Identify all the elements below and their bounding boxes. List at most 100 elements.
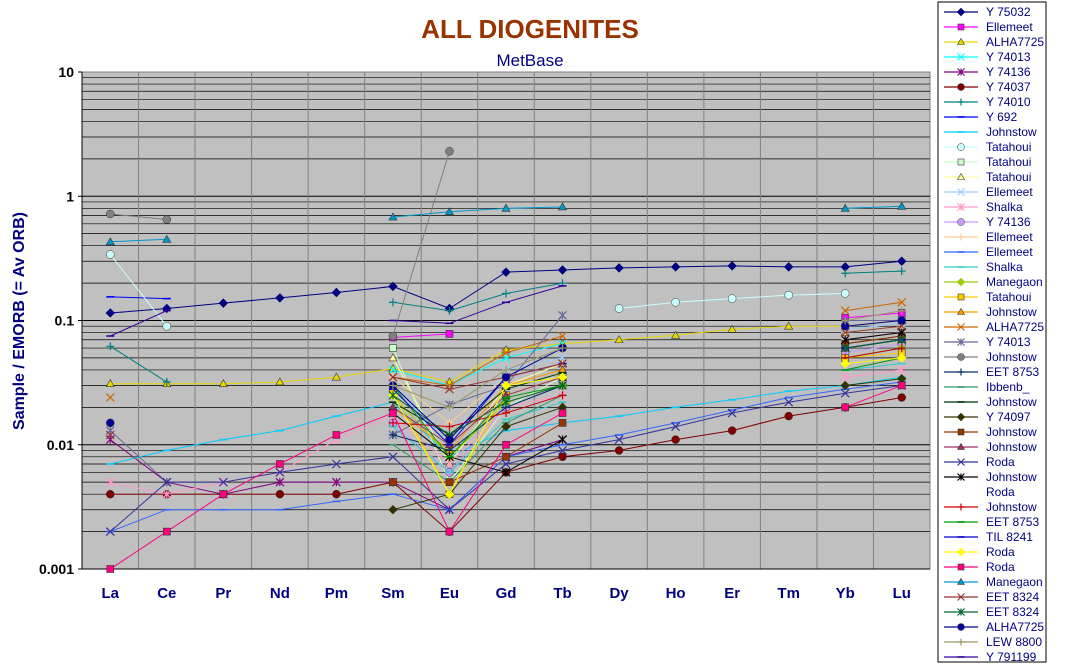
data-point bbox=[388, 452, 398, 462]
legend-label: EET 8753 bbox=[986, 365, 1039, 379]
legend-label: Y 74136 bbox=[986, 65, 1031, 79]
series-line bbox=[392, 282, 563, 312]
data-point bbox=[840, 380, 850, 391]
series-line bbox=[845, 385, 902, 408]
series-line bbox=[392, 315, 563, 436]
series-line bbox=[392, 406, 563, 511]
legend-marker bbox=[957, 368, 965, 376]
data-point bbox=[502, 452, 510, 461]
legend-label: Ellemeet bbox=[986, 230, 1033, 244]
legend-label: Johnstow bbox=[986, 425, 1037, 439]
data-point bbox=[331, 459, 341, 469]
data-point bbox=[897, 297, 907, 307]
data-point bbox=[897, 267, 906, 276]
legend-label: Tatahoui bbox=[986, 140, 1031, 154]
series-43 bbox=[106, 285, 567, 337]
legend-label: Y 74013 bbox=[986, 50, 1031, 64]
data-point bbox=[501, 459, 511, 469]
series-line bbox=[845, 352, 902, 359]
data-point bbox=[105, 477, 115, 487]
series-line bbox=[845, 205, 902, 209]
data-point bbox=[275, 489, 285, 499]
series-line bbox=[845, 325, 902, 333]
legend-item: Shalka bbox=[944, 260, 1023, 274]
series-24 bbox=[106, 147, 454, 341]
series-line bbox=[392, 385, 563, 436]
series-line bbox=[392, 394, 563, 483]
data-point bbox=[275, 477, 285, 487]
data-point bbox=[163, 527, 171, 536]
data-point bbox=[445, 147, 454, 156]
data-point bbox=[331, 287, 342, 298]
data-point bbox=[671, 435, 680, 444]
series-42 bbox=[388, 306, 906, 412]
legend-label: Johnstow bbox=[986, 500, 1037, 514]
series-line bbox=[392, 369, 563, 452]
data-point bbox=[897, 381, 906, 390]
legend-item: Ellemeet bbox=[944, 245, 1033, 259]
legend-label: Tatahoui bbox=[986, 290, 1031, 304]
data-point bbox=[727, 294, 737, 303]
data-point bbox=[275, 467, 285, 477]
data-point bbox=[897, 393, 906, 402]
series-line bbox=[845, 343, 902, 354]
x-tick-label: La bbox=[102, 585, 120, 602]
y-tick-label: 10 bbox=[58, 64, 74, 80]
legend-label: Johnstow bbox=[986, 305, 1037, 319]
legend-label: Y 75032 bbox=[986, 5, 1031, 19]
legend-item: EET 8753 bbox=[944, 515, 1039, 529]
data-point bbox=[389, 344, 397, 352]
data-point bbox=[106, 342, 115, 351]
x-tick-label: Gd bbox=[496, 585, 517, 602]
legend-label: Johnstow bbox=[986, 395, 1037, 409]
data-point bbox=[727, 408, 737, 418]
data-point bbox=[897, 335, 907, 345]
legend-marker bbox=[957, 233, 965, 241]
legend-label: Johnstow bbox=[986, 470, 1037, 484]
legend-label: Roda bbox=[986, 455, 1015, 469]
series-line bbox=[845, 363, 902, 371]
x-tick-label: Tb bbox=[553, 585, 571, 602]
series-line bbox=[845, 369, 902, 378]
legend-label: Ellemeet bbox=[986, 185, 1033, 199]
legend-label: EET 8753 bbox=[986, 515, 1039, 529]
legend-item: EET 8324 bbox=[944, 590, 1039, 604]
legend-marker bbox=[956, 7, 966, 17]
data-point bbox=[671, 422, 681, 432]
series-31 bbox=[105, 381, 907, 537]
series-line bbox=[392, 385, 563, 451]
legend-item: Johnstow bbox=[944, 425, 1037, 439]
legend-item: Y 74013 bbox=[944, 335, 1031, 349]
legend-marker bbox=[957, 323, 965, 331]
data-point bbox=[784, 321, 794, 330]
legend-label: Y 74037 bbox=[986, 80, 1031, 94]
data-point bbox=[332, 489, 341, 499]
data-point bbox=[331, 477, 341, 487]
legend-item: Y 74097 bbox=[944, 410, 1031, 424]
x-tick-label: Eu bbox=[440, 585, 459, 602]
data-point bbox=[558, 202, 568, 211]
legend-label: Shalka bbox=[986, 260, 1023, 274]
data-point bbox=[501, 372, 511, 382]
legend-label: Shalka bbox=[986, 200, 1023, 214]
legend-marker bbox=[957, 638, 965, 646]
series-line bbox=[845, 347, 902, 359]
data-point bbox=[783, 262, 794, 272]
x-tick-label: Pm bbox=[325, 585, 348, 602]
legend-label: Y 74097 bbox=[986, 410, 1031, 424]
legend-marker bbox=[957, 608, 965, 616]
legend-marker bbox=[957, 623, 965, 631]
data-point bbox=[558, 331, 567, 341]
data-point bbox=[558, 409, 567, 417]
legend-marker bbox=[957, 218, 965, 226]
data-point bbox=[218, 298, 229, 308]
data-point bbox=[389, 478, 397, 486]
data-point bbox=[784, 290, 793, 300]
legend-item: Manegaon bbox=[944, 575, 1043, 589]
legend-marker bbox=[956, 277, 966, 287]
legend-item: Y 74013 bbox=[944, 50, 1031, 64]
data-point bbox=[841, 316, 850, 325]
series-line bbox=[109, 254, 168, 327]
data-point bbox=[671, 330, 681, 339]
